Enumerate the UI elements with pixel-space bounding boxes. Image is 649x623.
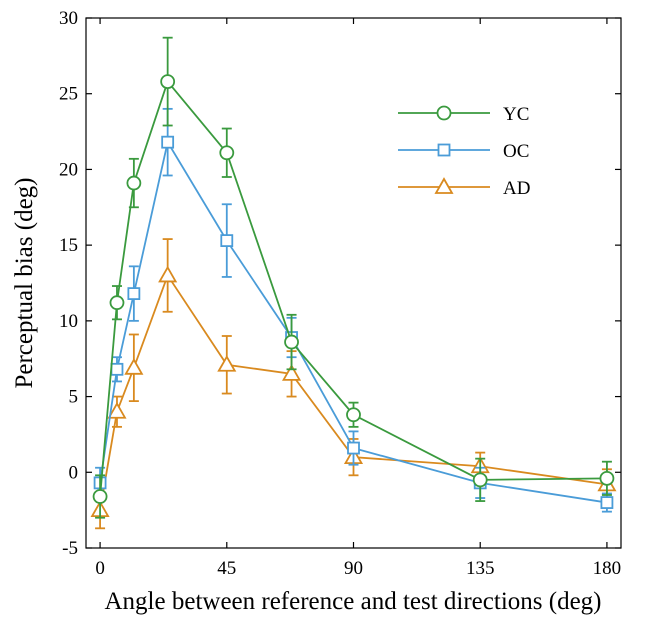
data-point-ad <box>124 357 144 375</box>
data-point-oc <box>600 496 614 509</box>
legend-label-ad: AD <box>503 178 530 199</box>
legend-item-yc: YC <box>398 104 529 125</box>
y-tick-label-0: -5 <box>62 538 78 559</box>
legend-item-ad: AD <box>398 177 530 199</box>
data-point-oc <box>347 441 360 455</box>
x-tick-label-4: 180 <box>593 558 622 579</box>
data-point-oc <box>127 287 141 301</box>
data-point-yc <box>160 74 176 89</box>
data-point-yc <box>126 175 142 191</box>
data-point-yc <box>346 407 361 423</box>
series-oc <box>93 107 614 513</box>
legend-item-oc: OC <box>398 141 529 162</box>
y-tick-label-2: 5 <box>69 387 79 408</box>
data-point-yc <box>219 145 235 161</box>
series-yc <box>92 36 615 519</box>
axis-ticks: 0 45 90 135 180 -5 0 5 10 15 20 25 30 <box>59 8 621 579</box>
legend-marker-yc <box>436 105 452 121</box>
data-point-oc <box>220 234 234 248</box>
x-tick-label-0: 0 <box>95 558 105 579</box>
y-axis-title: Perceptual bias (deg) <box>11 177 38 388</box>
data-point-yc <box>284 334 299 350</box>
legend: YC OC AD <box>398 104 530 199</box>
y-tick-label-3: 10 <box>59 311 78 332</box>
data-point-oc <box>161 135 175 149</box>
x-tick-label-3: 135 <box>466 558 495 579</box>
data-point-ad <box>158 265 178 283</box>
legend-marker-ad <box>434 177 454 194</box>
y-tick-label-1: 0 <box>69 462 79 483</box>
series-ad <box>90 238 617 530</box>
x-axis-title: Angle between reference and test directi… <box>105 588 602 615</box>
x-tick-label-1: 45 <box>217 558 236 579</box>
y-tick-label-6: 25 <box>59 84 78 105</box>
data-point-ad <box>217 354 237 372</box>
legend-label-oc: OC <box>503 141 529 162</box>
data-point-yc <box>599 470 615 486</box>
y-tick-label-7: 30 <box>59 8 78 29</box>
y-tick-label-4: 15 <box>59 235 78 256</box>
data-point-ad <box>282 364 302 381</box>
x-tick-label-2: 90 <box>344 558 363 579</box>
legend-marker-oc <box>437 143 451 157</box>
data-point-ad <box>107 401 127 419</box>
series-layer <box>90 36 617 530</box>
y-tick-label-5: 20 <box>59 159 78 180</box>
data-point-yc <box>472 472 488 488</box>
data-point-yc <box>92 489 108 504</box>
data-point-oc <box>110 362 124 376</box>
data-point-yc <box>109 295 125 311</box>
legend-label-yc: YC <box>503 104 529 125</box>
